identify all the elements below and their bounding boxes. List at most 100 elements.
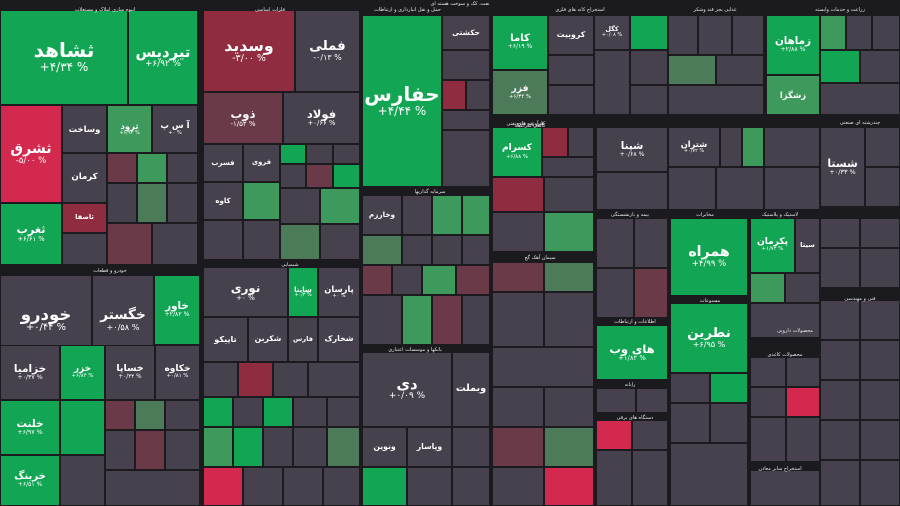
stock-tile-small[interactable] (716, 55, 764, 85)
stock-tile-small[interactable] (860, 50, 900, 83)
stock-tile-small[interactable] (135, 430, 165, 470)
stock-tile-small[interactable] (548, 55, 594, 85)
stock-tile-small[interactable] (492, 427, 544, 467)
stock-tile[interactable]: شکربن (248, 317, 288, 362)
stock-tile-small[interactable] (327, 397, 360, 427)
stock-tile-small[interactable] (233, 427, 263, 467)
stock-tile-small[interactable] (710, 373, 748, 403)
stock-tile-small[interactable] (860, 300, 900, 340)
stock-tile-small[interactable] (764, 127, 820, 167)
stock-tile-small[interactable] (698, 15, 732, 55)
stock-tile-small[interactable] (203, 220, 243, 260)
stock-tile-small[interactable] (820, 380, 860, 420)
stock-tile-small[interactable] (750, 387, 786, 417)
stock-tile-small[interactable] (306, 144, 333, 164)
stock-tile-small[interactable] (452, 427, 490, 467)
stock-tile-small[interactable] (544, 177, 594, 212)
stock-tile[interactable]: ونوین (362, 427, 407, 467)
stock-tile-small[interactable] (820, 83, 900, 115)
stock-tile-small[interactable] (442, 80, 466, 110)
stock-tile-small[interactable] (542, 157, 594, 177)
stock-tile-small[interactable] (820, 300, 860, 340)
stock-tile-small[interactable] (630, 50, 668, 85)
stock-tile[interactable]: خساپا +۰/۳۴ % (105, 345, 155, 400)
stock-tile-small[interactable] (333, 144, 360, 164)
stock-tile-small[interactable] (280, 144, 306, 164)
stock-tile-small[interactable] (243, 182, 280, 220)
stock-tile-small[interactable] (492, 347, 594, 387)
stock-tile-small[interactable] (786, 417, 820, 462)
stock-tile-small[interactable] (280, 164, 306, 188)
stock-tile[interactable]: خکاوه +۰/۸۱ % (155, 345, 200, 400)
stock-tile-small[interactable] (308, 362, 360, 397)
stock-tile[interactable]: شستا +۰/۳۳ % (820, 127, 865, 207)
stock-tile-small[interactable] (860, 460, 900, 506)
stock-tile[interactable]: فملی -۰/۱۳ % (295, 10, 360, 92)
stock-tile-small[interactable] (492, 212, 544, 252)
stock-tile-small[interactable] (238, 362, 273, 397)
stock-tile-small[interactable] (432, 235, 462, 265)
stock-tile-small[interactable] (596, 450, 632, 506)
stock-tile[interactable]: حکشتی (442, 15, 490, 50)
stock-tile-small[interactable] (872, 15, 900, 50)
stock-tile-small[interactable] (167, 153, 198, 183)
stock-tile-small[interactable] (596, 420, 632, 450)
stock-tile-small[interactable] (632, 450, 668, 506)
stock-tile[interactable]: خزر +۶/۸۴ % (60, 345, 105, 400)
stock-tile-small[interactable] (60, 455, 105, 506)
stock-tile-small[interactable] (742, 127, 764, 167)
stock-tile[interactable]: ثشاهد +۴/۳۴ % (0, 10, 128, 105)
stock-tile[interactable]: حفارس +۴/۴۴ % (362, 15, 442, 187)
stock-tile-small[interactable] (750, 303, 820, 338)
stock-tile-small[interactable] (392, 265, 422, 295)
stock-tile[interactable]: سیتا (795, 218, 820, 273)
stock-tile-small[interactable] (786, 357, 820, 387)
stock-tile[interactable]: نطرین +۶/۹۵ % (670, 303, 748, 373)
stock-tile-small[interactable] (670, 443, 748, 506)
stock-tile[interactable]: وپاسار (407, 427, 452, 467)
stock-tile-small[interactable] (442, 110, 490, 130)
stock-tile[interactable]: نوری +۰ % (203, 267, 288, 317)
stock-tile-small[interactable] (466, 80, 490, 110)
stock-tile-small[interactable] (320, 188, 360, 224)
stock-tile-small[interactable] (203, 397, 233, 427)
stock-tile[interactable]: فارس (288, 317, 318, 362)
stock-tile-small[interactable] (462, 235, 490, 265)
stock-tile-small[interactable] (860, 380, 900, 420)
stock-tile-small[interactable] (263, 397, 293, 427)
stock-tile-small[interactable] (243, 467, 283, 506)
stock-tile-small[interactable] (402, 195, 432, 235)
stock-tile-small[interactable] (636, 388, 668, 413)
stock-tile[interactable]: ساینا +۰/۳ % (288, 267, 318, 317)
stock-tile-small[interactable] (137, 183, 167, 223)
stock-tile-small[interactable] (820, 50, 860, 83)
stock-tile-small[interactable] (544, 212, 594, 252)
stock-tile-small[interactable] (203, 427, 233, 467)
stock-tile-small[interactable] (630, 15, 668, 50)
stock-tile-small[interactable] (596, 218, 634, 268)
stock-tile-small[interactable] (233, 397, 263, 427)
stock-tile-small[interactable] (362, 265, 392, 295)
stock-tile-small[interactable] (596, 268, 634, 318)
stock-tile[interactable]: فزر +۶/۳۴ % (492, 70, 548, 115)
stock-tile-small[interactable] (820, 248, 860, 288)
stock-tile-small[interactable] (820, 340, 860, 380)
stock-tile[interactable]: کسرام +۶/۸۸ % (492, 127, 542, 177)
stock-tile-small[interactable] (668, 55, 716, 85)
stock-tile-small[interactable] (865, 167, 900, 207)
stock-tile[interactable]: خلنت +۶/۹۷ % (0, 400, 60, 455)
stock-tile[interactable]: شتران +۰/۷۲ % (668, 127, 720, 167)
stock-tile-small[interactable] (860, 218, 900, 248)
stock-tile-small[interactable] (280, 188, 320, 224)
stock-tile-small[interactable] (165, 430, 200, 470)
stock-tile-small[interactable] (634, 268, 668, 318)
stock-tile[interactable]: ثغرب +۶/۶۱ % (0, 203, 62, 265)
stock-tile-small[interactable] (327, 427, 360, 467)
stock-tile[interactable]: ثشرق -۵/۰۰ % (0, 105, 62, 203)
stock-tile-small[interactable] (670, 403, 710, 443)
stock-tile-small[interactable] (568, 127, 594, 157)
stock-tile-small[interactable] (105, 400, 135, 430)
stock-tile-small[interactable] (362, 235, 402, 265)
stock-tile[interactable]: ثرود +۶/۹۳ % (107, 105, 152, 153)
stock-tile-small[interactable] (323, 467, 360, 506)
